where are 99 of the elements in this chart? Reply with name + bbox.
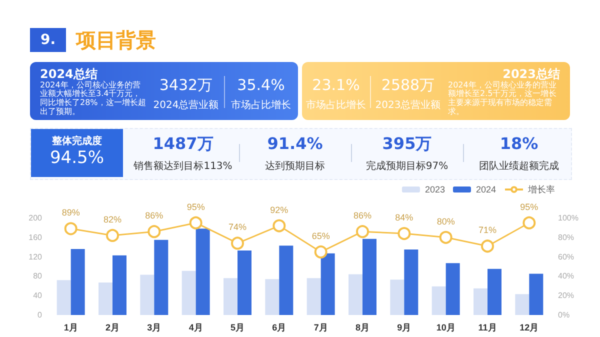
x-tick-label: 8月 <box>355 322 370 332</box>
point <box>231 236 244 250</box>
text: 2024总营业额 <box>152 98 220 112</box>
legend-label: 2023 <box>424 184 445 194</box>
bar <box>432 286 446 315</box>
bar <box>224 278 238 315</box>
x-tick-label: 5月 <box>230 322 245 332</box>
bar <box>320 253 335 315</box>
text: 1487万 <box>152 134 214 155</box>
text: 市场占比增长 <box>230 98 292 112</box>
text: 2024年，公司核心业务的营业额增长至2.5千万元，这一增长主要来源于现有市场的稳定需求。 <box>448 81 558 116</box>
data-label: 95% <box>520 202 538 212</box>
bar <box>306 278 321 315</box>
x-tick-label: 6月 <box>272 322 286 332</box>
bar <box>238 250 252 315</box>
bar <box>154 240 168 315</box>
x-tick-label: 12月 <box>520 322 539 332</box>
data-label: 71% <box>478 225 497 236</box>
y-tick-label: 120 <box>28 252 43 262</box>
point <box>106 228 119 242</box>
text: 达到预期目标 <box>264 160 326 173</box>
data-label: 80% <box>436 216 455 226</box>
bar <box>112 255 126 315</box>
bar <box>196 228 210 315</box>
x-tick-label: 4月 <box>188 322 203 332</box>
data-label: 74% <box>228 222 247 232</box>
point <box>148 225 161 238</box>
y-tick-label: 40 <box>33 291 43 300</box>
text: 91.4% <box>266 134 324 153</box>
bar <box>98 282 112 315</box>
text: 完成预期目标97% <box>364 160 450 173</box>
text: 35.4% <box>236 76 286 94</box>
text: 市场占比增长 <box>305 98 367 112</box>
data-label: 92% <box>270 204 288 215</box>
text: 整体完成度 <box>51 134 103 148</box>
text: 2588万 <box>380 76 436 95</box>
text: 23.1% <box>311 76 361 94</box>
bar <box>488 268 502 315</box>
bar <box>182 270 196 315</box>
point <box>356 225 369 238</box>
point <box>314 245 328 258</box>
y-tick-label: 80 <box>33 272 43 281</box>
y2-tick-label: 80% <box>558 232 574 242</box>
x-tick-label: 7月 <box>314 322 328 332</box>
x-tick-label: 9月 <box>397 322 412 332</box>
y-tick-label: 0 <box>38 310 43 320</box>
text: 项目背景 <box>76 27 156 54</box>
text: 3432万 <box>158 76 214 95</box>
bar <box>70 249 85 315</box>
text: 2023总营业额 <box>374 98 442 112</box>
bar <box>515 294 530 315</box>
y2-tick-label: 40% <box>558 272 574 281</box>
y2-tick-label: 0% <box>558 310 570 320</box>
point <box>481 240 494 253</box>
bar <box>404 250 418 315</box>
point <box>189 216 202 230</box>
text: 团队业绩超额完成 <box>478 160 560 173</box>
point <box>522 216 536 230</box>
x-tick-label: 10月 <box>436 322 456 332</box>
bar <box>390 280 404 315</box>
point <box>64 222 78 236</box>
text: 9. <box>30 28 66 52</box>
x-tick-label: 11月 <box>478 322 497 332</box>
x-tick-label: 3月 <box>147 322 162 332</box>
legend-label: 增长率 <box>527 184 555 194</box>
y2-tick-label: 100% <box>558 214 578 222</box>
data-label: 65% <box>312 230 330 241</box>
y-tick-label: 200 <box>28 214 43 222</box>
text: 395万 <box>381 134 433 155</box>
bar <box>474 288 488 315</box>
point <box>272 219 286 232</box>
data-label: 89% <box>62 208 80 218</box>
text: 2024年，公司核心业务的营业额大幅增长至3.4千万元，同比增长了28%，这一增长超出了预期。 <box>40 81 147 116</box>
bar <box>265 279 280 315</box>
bar <box>348 274 362 315</box>
data-label: 95% <box>186 202 205 212</box>
text: 18% <box>498 134 540 153</box>
bar <box>279 246 294 315</box>
text: 94.5% <box>48 148 105 168</box>
y2-tick-label: 60% <box>558 252 574 262</box>
x-tick-label: 2月 <box>105 322 120 332</box>
x-tick-label: 1月 <box>64 322 78 332</box>
y-tick-label: 160 <box>28 232 43 242</box>
y2-tick-label: 20% <box>558 291 574 300</box>
text: 2024总结 <box>40 66 98 81</box>
bar <box>529 274 544 315</box>
bar <box>362 238 376 315</box>
text: 2023总结 <box>502 66 560 81</box>
text: 销售额达到目标113% <box>132 160 234 173</box>
legend-label: 2024 <box>476 184 496 194</box>
point <box>398 227 411 240</box>
bar <box>446 263 460 315</box>
data-label: 86% <box>353 210 372 221</box>
point <box>439 230 452 244</box>
bar <box>140 274 154 315</box>
data-label: 86% <box>145 210 164 221</box>
data-label: 82% <box>103 214 122 224</box>
data-label: 84% <box>395 212 414 223</box>
bar <box>56 280 71 315</box>
